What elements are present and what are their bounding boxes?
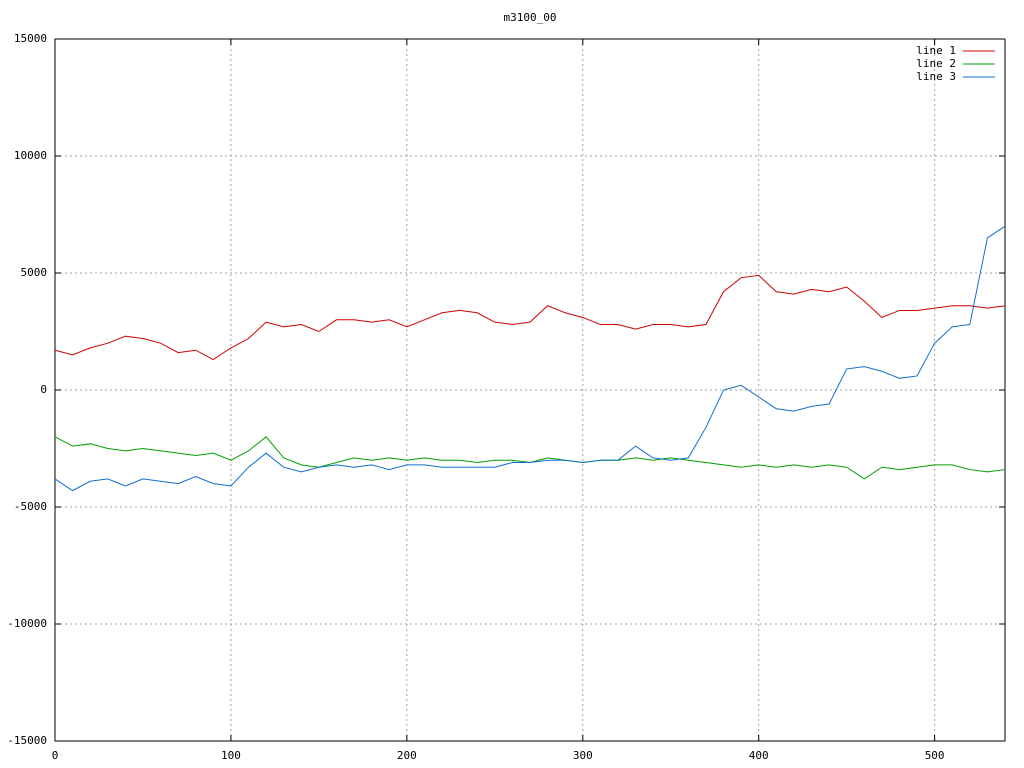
- plot-border: [54, 38, 1006, 742]
- y-tick-label: 5000: [21, 266, 48, 279]
- x-tick-label: 0: [52, 749, 59, 762]
- x-tick-label: 400: [749, 749, 769, 762]
- x-tick-label: 200: [397, 749, 417, 762]
- series-line: [54, 225, 1006, 492]
- y-tick-label: -15000: [7, 734, 47, 747]
- x-tick-label: 500: [925, 749, 945, 762]
- y-tick-label: -5000: [14, 500, 47, 513]
- x-tick-label: 300: [573, 749, 593, 762]
- chart-title: m3100_00: [504, 11, 557, 24]
- legend-label: line 1: [916, 44, 956, 57]
- x-tick-label: 100: [221, 749, 241, 762]
- y-tick-label: 10000: [14, 149, 47, 162]
- series-line: [54, 274, 1006, 361]
- y-tick-label: -10000: [7, 617, 47, 630]
- legend-label: line 3: [916, 70, 956, 83]
- y-tick-label: 15000: [14, 32, 47, 45]
- legend-label: line 2: [916, 57, 956, 70]
- y-tick-label: 0: [40, 383, 47, 396]
